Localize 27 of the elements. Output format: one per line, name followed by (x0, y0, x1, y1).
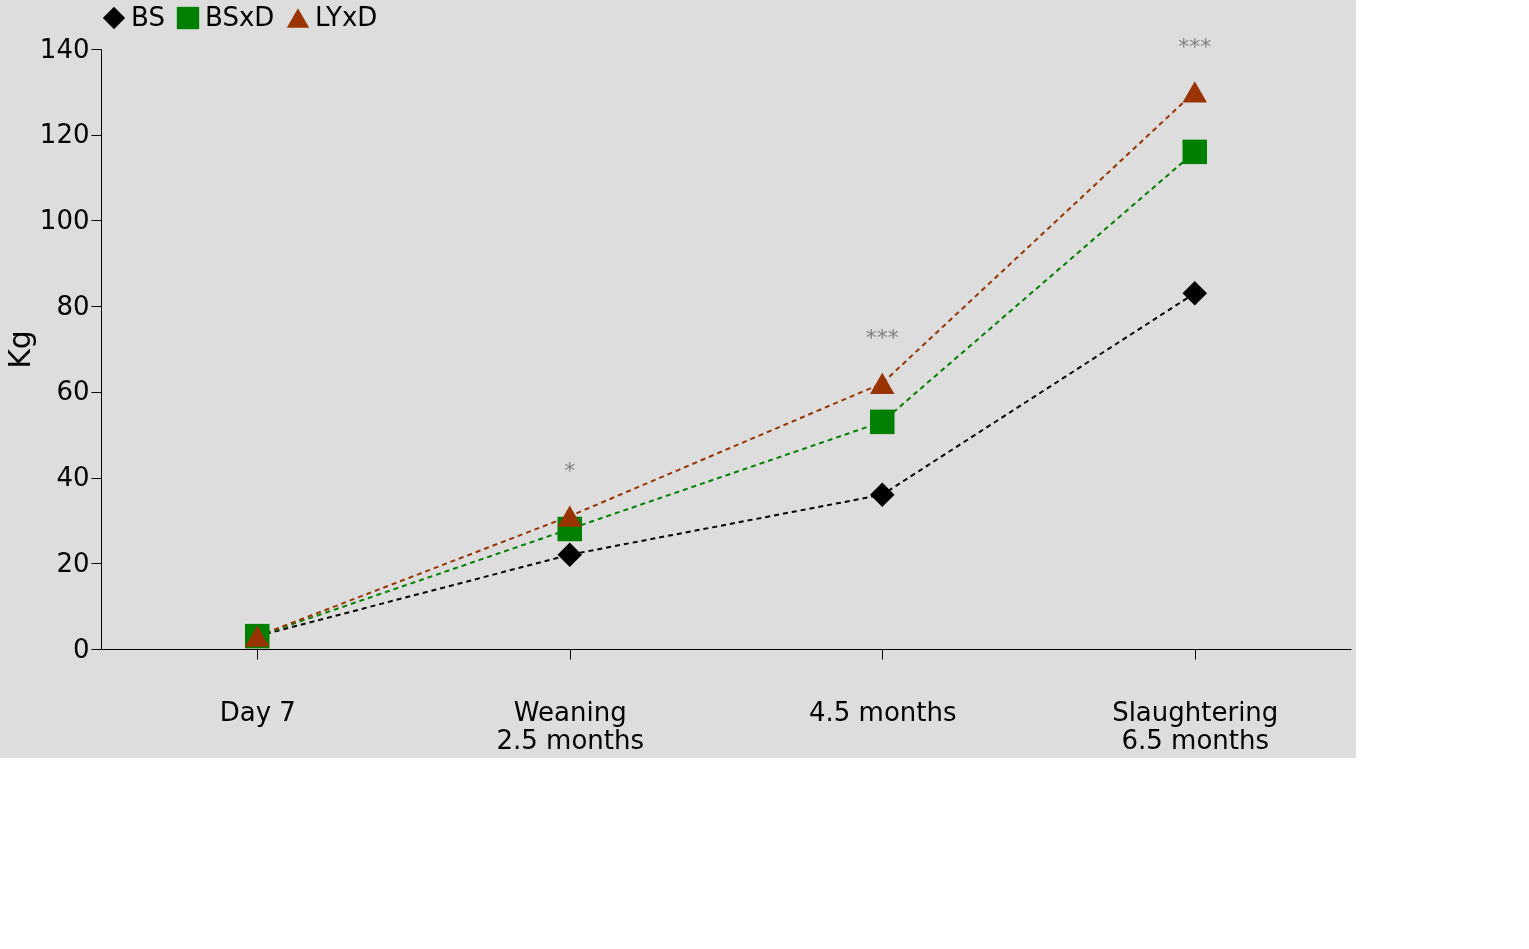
y-tick-label: 0 (72, 633, 90, 664)
y-tick-label: 100 (39, 204, 90, 235)
x-tick-label: 4.5 months (808, 696, 957, 727)
x-tick-label: Day 7 (219, 696, 296, 727)
point (1182, 81, 1207, 103)
annotation: *** (865, 325, 899, 351)
point (1182, 281, 1207, 306)
y-axis-title: Kg (1, 330, 37, 369)
x-tick-label: Slaughtering 6.5 months (1112, 696, 1279, 755)
x-tick-label: Weaning 2.5 months (496, 696, 645, 755)
y-tick-label: 120 (39, 119, 90, 150)
point (870, 409, 895, 435)
point (870, 482, 895, 507)
legend-label: LYxD (315, 2, 378, 32)
annotation: * (564, 458, 576, 484)
point (557, 542, 582, 567)
y-tick-label: 40 (56, 462, 90, 493)
y-tick-label: 140 (39, 33, 90, 64)
point (870, 372, 895, 394)
legend-label: BSxD (205, 2, 275, 32)
annotation: *** (1178, 33, 1212, 59)
y-tick-label: 60 (56, 376, 90, 407)
legend-label: BS (131, 2, 165, 32)
y-tick-label: 80 (56, 290, 90, 321)
y-tick-label: 20 (56, 547, 90, 578)
point (1182, 139, 1207, 165)
point (557, 505, 582, 527)
